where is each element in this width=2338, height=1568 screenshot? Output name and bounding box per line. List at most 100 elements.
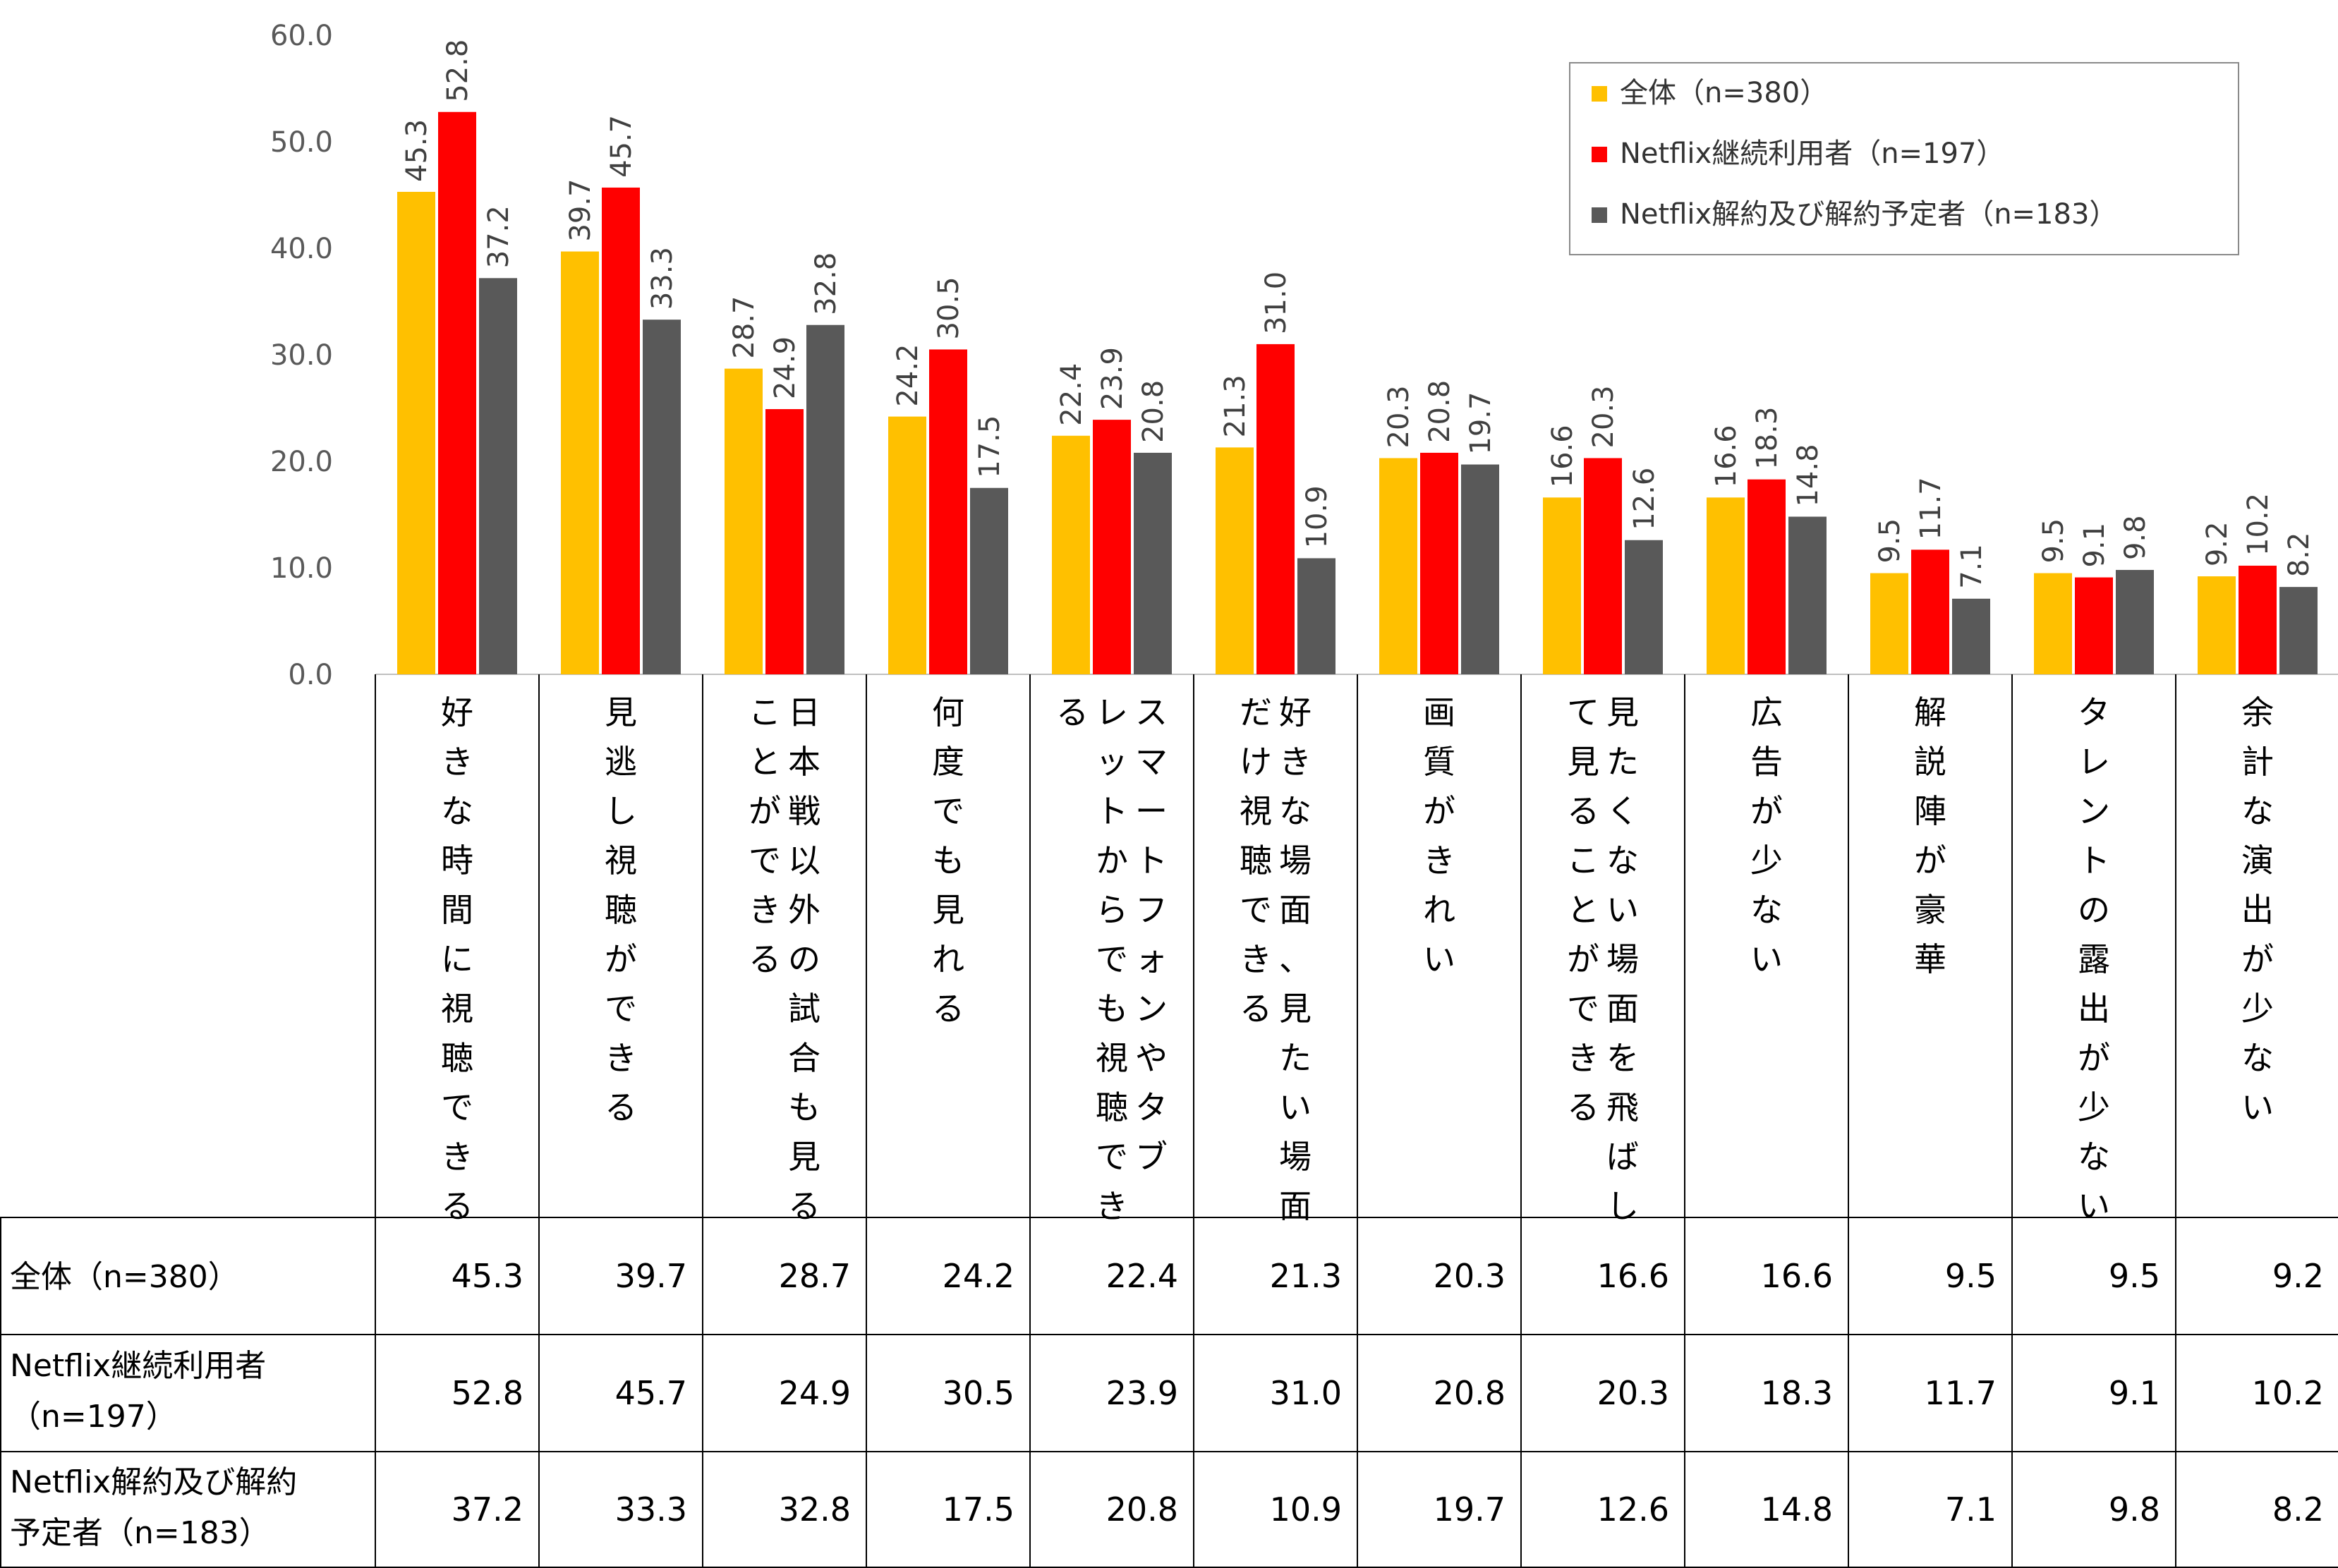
legend-item-cancelled: Netflix解約及び解約予定者（n=183） [1592,197,2117,231]
category-label: 画質がきれい [1423,693,1455,978]
bar-value-label: 30.5 [933,276,965,339]
legend-label-all: 全体（n=380） [1620,77,1829,109]
category-label-char: ト [1135,841,1168,880]
category-label: ことができる [749,693,781,978]
bar [1052,435,1090,674]
bar [765,409,804,674]
category-label-char: な [441,792,473,830]
category-label-char: 計 [2241,743,2274,781]
category-label-char: る [1056,693,1089,731]
table-cell: 23.9 [1106,1374,1178,1412]
table-cell: 14.8 [1761,1490,1833,1529]
category-label-char: る [1240,990,1272,1028]
bar-value-label: 9.2 [2201,521,2234,566]
category-label-char: き [1567,1039,1599,1077]
category-label-char: 好 [1279,693,1312,731]
category-label-char: 見 [932,891,964,929]
table-cell: 16.6 [1597,1257,1669,1295]
y-tick-label: 50.0 [270,126,333,159]
bar [1911,549,1949,674]
category-label-char: が [1914,841,1946,880]
category-label-char: 時 [441,841,473,880]
bar-value-label: 20.8 [1424,380,1456,443]
bar-value-label: 28.7 [728,296,761,359]
category-label-char: 聴 [1096,1088,1128,1126]
category-label-char: 見 [1606,693,1639,731]
bar-value-label: 20.3 [1587,385,1620,448]
category-label: だけ視聴できる [1240,693,1272,1028]
category-label-char: 場 [1606,940,1639,978]
table-cell: 20.3 [1434,1257,1506,1295]
category-label-char: 面 [1606,990,1639,1028]
category-label-char: ッ [1096,743,1128,781]
table-cell: 20.8 [1434,1374,1506,1412]
table-cell: 16.6 [1761,1257,1833,1295]
category-label: 好きな時間に視聴できる [441,693,473,1225]
bar [1625,540,1663,674]
category-label-char: 見 [1567,743,1599,781]
bar [479,278,517,674]
bar [1584,458,1622,674]
bar-value-label: 10.2 [2242,493,2275,556]
category-label-char: き [1096,1187,1128,1225]
category-label-char: い [1279,1088,1312,1126]
table-cell: 32.8 [779,1490,851,1529]
bar [397,191,435,675]
table-cell: 22.4 [1106,1257,1178,1295]
y-tick-label: 20.0 [270,446,333,478]
category-label-char: 間 [441,891,473,929]
category-label-char: 逃 [605,743,637,781]
category-label-char: だ [1240,693,1272,731]
table-cell: 11.7 [1925,1374,1997,1412]
category-label-char: い [1750,940,1783,978]
bar-value-label: 32.8 [810,253,842,315]
table-cell: 24.2 [943,1257,1014,1295]
category-label-char: な [1606,841,1639,880]
category-label-char: ト [1096,792,1128,830]
category-label-char: き [441,1138,473,1176]
bar [2239,565,2277,674]
bar [1093,420,1131,674]
legend-item-continuing: Netflix継続利用者（n=197） [1592,137,2004,171]
category-label-char: る [605,1088,637,1126]
category-label-char: マ [1135,743,1168,781]
category-label-char: る [1567,792,1599,830]
table-cell: 31.0 [1270,1374,1342,1412]
bar-value-label: 24.2 [892,344,924,407]
category-label-char: 、 [1279,940,1312,978]
category-label-char: で [1096,940,1128,978]
category-label-char: い [1423,940,1455,978]
table-row-header: （n=197） [10,1399,177,1435]
table-cell: 37.2 [452,1490,523,1529]
category-label-char: 本 [788,743,820,781]
category-label-char: ト [2078,841,2110,880]
table-cell: 20.8 [1106,1490,1178,1529]
category-label-char: 告 [1750,743,1783,781]
category-label-char: 視 [441,990,473,1028]
category-label-char: も [788,1088,820,1126]
bar [888,416,926,674]
category-label-char: タ [1135,1088,1168,1126]
category-label-char: ら [1096,891,1128,929]
bar-value-label: 9.8 [2119,515,2152,560]
category-label: タレントの露出が少ない [2078,693,2110,1225]
table-cell: 10.2 [2252,1374,2324,1412]
bar-value-label: 20.8 [1137,380,1170,443]
table-cell: 20.3 [1597,1374,1669,1412]
category-label: 解説陣が豪華 [1914,693,1946,978]
category-label-char: で [1567,990,1599,1028]
category-label-char: 見 [1279,990,1312,1028]
table-cell: 30.5 [943,1374,1014,1412]
table-cell: 9.1 [2109,1374,2160,1412]
bar-value-label: 45.3 [401,119,433,182]
table-cell: 7.1 [1945,1490,1997,1529]
category-label: る [1056,693,1089,731]
bar [1420,452,1458,674]
bar [2116,570,2154,674]
category-label-char: タ [2078,693,2110,731]
category-label-char: 聴 [1240,841,1272,880]
category-label-char: し [605,792,637,830]
category-label-char: や [1135,1039,1168,1077]
bar-value-label: 17.5 [974,415,1006,478]
category-label-char: 試 [788,990,820,1028]
